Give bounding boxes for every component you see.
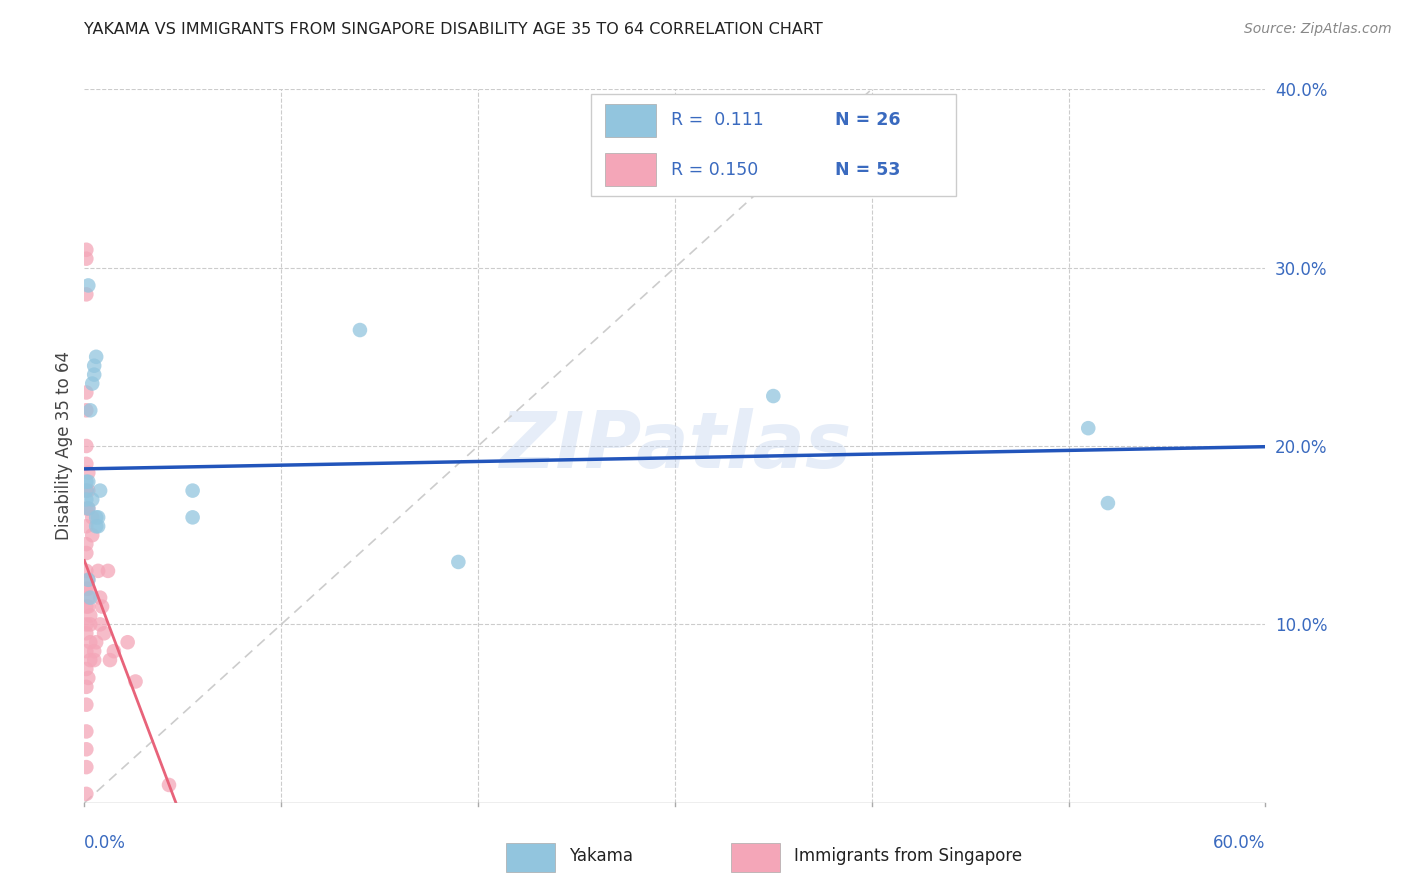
Point <box>1077 421 1099 435</box>
Point <box>84 519 107 533</box>
Point <box>75 599 97 614</box>
Point <box>84 350 107 364</box>
Text: N = 26: N = 26 <box>835 112 901 129</box>
Point <box>75 680 97 694</box>
Point <box>79 608 101 623</box>
Point <box>349 323 371 337</box>
Point <box>1097 496 1119 510</box>
Point <box>83 368 105 382</box>
Point <box>75 483 97 498</box>
Point <box>157 778 180 792</box>
Text: 0.0%: 0.0% <box>84 834 127 852</box>
Point <box>75 760 97 774</box>
Point <box>77 278 100 293</box>
Point <box>75 546 97 560</box>
Point <box>77 501 100 516</box>
Point <box>82 510 104 524</box>
Point <box>75 787 97 801</box>
Point <box>79 617 101 632</box>
Text: Yakama: Yakama <box>569 847 634 865</box>
Point <box>75 617 97 632</box>
Point <box>97 564 120 578</box>
Point <box>77 591 100 605</box>
Point <box>762 389 785 403</box>
Point <box>77 501 100 516</box>
Point <box>75 742 97 756</box>
Point <box>75 385 97 400</box>
Bar <box>605 104 657 136</box>
Point <box>87 519 110 533</box>
Point <box>75 582 97 596</box>
Text: R = 0.150: R = 0.150 <box>671 161 758 178</box>
Y-axis label: Disability Age 35 to 64: Disability Age 35 to 64 <box>55 351 73 541</box>
Bar <box>731 843 780 872</box>
Point <box>82 528 104 542</box>
Point <box>91 599 114 614</box>
Point <box>103 644 125 658</box>
Text: Source: ZipAtlas.com: Source: ZipAtlas.com <box>1244 22 1392 37</box>
Point <box>77 599 100 614</box>
Point <box>82 492 104 507</box>
Bar <box>605 153 657 186</box>
Text: YAKAMA VS IMMIGRANTS FROM SINGAPORE DISABILITY AGE 35 TO 64 CORRELATION CHART: YAKAMA VS IMMIGRANTS FROM SINGAPORE DISA… <box>84 22 823 37</box>
Bar <box>506 843 555 872</box>
Point <box>75 483 97 498</box>
Text: 60.0%: 60.0% <box>1213 834 1265 852</box>
Text: Immigrants from Singapore: Immigrants from Singapore <box>794 847 1022 865</box>
Point <box>87 510 110 524</box>
Point <box>93 626 115 640</box>
Point <box>98 653 121 667</box>
Point <box>79 403 101 417</box>
Point <box>83 644 105 658</box>
Point <box>89 591 111 605</box>
Point <box>75 501 97 516</box>
Point <box>77 573 100 587</box>
Point <box>77 573 100 587</box>
Point <box>75 698 97 712</box>
Point <box>89 617 111 632</box>
Point <box>75 644 97 658</box>
Point <box>75 403 97 417</box>
Point <box>79 653 101 667</box>
Point <box>447 555 470 569</box>
Point <box>75 457 97 471</box>
Point <box>87 564 110 578</box>
Point <box>75 537 97 551</box>
Point <box>75 475 97 489</box>
Point <box>75 287 97 301</box>
Point <box>181 510 204 524</box>
Point <box>83 359 105 373</box>
Point <box>83 653 105 667</box>
Point <box>75 662 97 676</box>
Point <box>75 439 97 453</box>
Point <box>75 252 97 266</box>
Point <box>75 519 97 533</box>
Point <box>77 466 100 480</box>
Point <box>117 635 139 649</box>
Point <box>75 492 97 507</box>
Text: ZIPatlas: ZIPatlas <box>499 408 851 484</box>
Point <box>79 591 101 605</box>
Point <box>82 376 104 391</box>
Point <box>77 671 100 685</box>
Point <box>77 582 100 596</box>
Text: N = 53: N = 53 <box>835 161 901 178</box>
Point <box>75 243 97 257</box>
Point <box>75 626 97 640</box>
FancyBboxPatch shape <box>591 94 956 196</box>
Point <box>89 483 111 498</box>
Point <box>77 475 100 489</box>
Point <box>77 483 100 498</box>
Point <box>181 483 204 498</box>
Text: R =  0.111: R = 0.111 <box>671 112 763 129</box>
Point <box>79 635 101 649</box>
Point <box>84 635 107 649</box>
Point <box>75 564 97 578</box>
Point <box>84 510 107 524</box>
Point <box>124 674 146 689</box>
Point <box>75 724 97 739</box>
